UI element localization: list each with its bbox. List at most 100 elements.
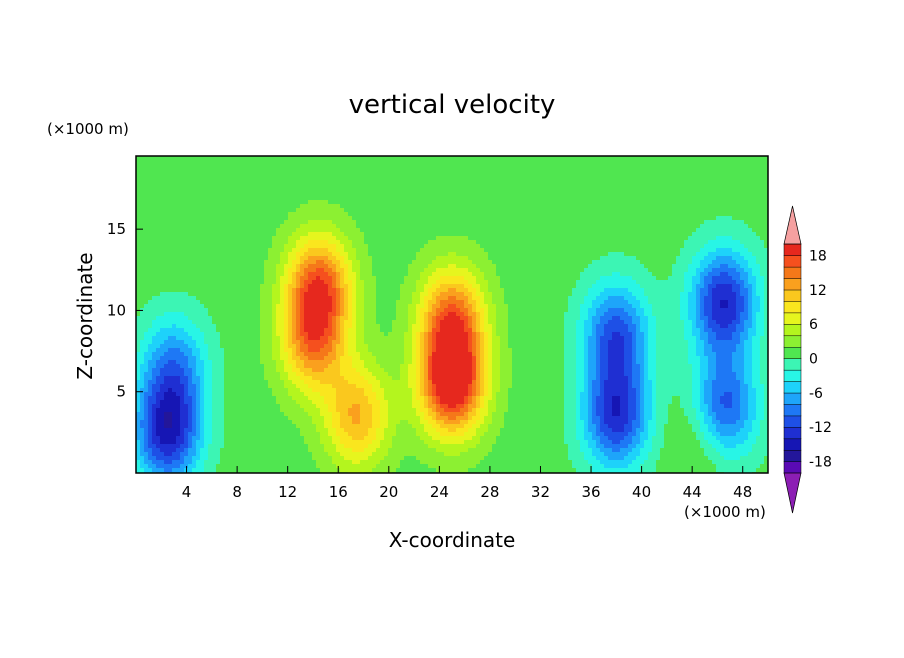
field-cell — [680, 244, 685, 249]
field-cell — [612, 192, 617, 197]
field-cell — [184, 220, 189, 225]
field-cell — [684, 272, 689, 277]
field-cell — [504, 172, 509, 177]
field-cell — [636, 276, 641, 281]
field-cell — [292, 184, 297, 189]
field-cell — [468, 168, 473, 173]
field-cell — [680, 196, 685, 201]
field-cell — [356, 204, 361, 209]
field-cell — [384, 192, 389, 197]
field-cell — [144, 216, 149, 221]
field-cell — [704, 160, 709, 165]
field-cell — [452, 212, 457, 217]
field-cell — [728, 164, 733, 169]
field-cell — [212, 276, 217, 281]
field-cell — [536, 248, 541, 253]
field-cell — [484, 248, 489, 253]
field-cell — [284, 204, 289, 209]
field-cell — [540, 240, 545, 245]
field-cell — [276, 244, 281, 249]
field-cell — [452, 236, 457, 241]
field-cell — [636, 236, 641, 241]
field-cell — [460, 224, 465, 229]
field-cell — [352, 172, 357, 177]
field-cell — [608, 204, 613, 209]
field-cell — [340, 192, 345, 197]
field-cell — [764, 200, 769, 205]
field-cell — [340, 204, 345, 209]
field-cell — [476, 256, 481, 261]
field-cell — [324, 160, 329, 165]
field-cell — [240, 252, 245, 257]
field-cell — [340, 220, 345, 225]
field-cell — [296, 220, 301, 225]
field-cell — [208, 192, 213, 197]
field-cell — [680, 264, 685, 269]
field-cell — [596, 236, 601, 241]
field-cell — [696, 208, 701, 213]
field-cell — [384, 176, 389, 181]
field-cell — [628, 192, 633, 197]
field-cell — [552, 196, 557, 201]
field-cell — [228, 168, 233, 173]
field-cell — [596, 188, 601, 193]
field-cell — [692, 200, 697, 205]
field-cell — [188, 256, 193, 261]
field-cell — [668, 252, 673, 257]
field-cell — [748, 180, 753, 185]
field-cell — [332, 204, 337, 209]
field-cell — [552, 176, 557, 181]
field-cell — [144, 204, 149, 209]
field-cell — [456, 188, 461, 193]
field-cell — [248, 188, 253, 193]
field-cell — [680, 172, 685, 177]
field-cell — [220, 264, 225, 269]
field-cell — [748, 184, 753, 189]
field-cell — [660, 204, 665, 209]
field-cell — [228, 176, 233, 181]
field-cell — [572, 276, 577, 281]
field-cell — [180, 156, 185, 161]
field-cell — [144, 188, 149, 193]
field-cell — [488, 208, 493, 213]
field-cell — [580, 184, 585, 189]
field-cell — [516, 216, 521, 221]
field-cell — [260, 264, 265, 269]
field-cell — [172, 156, 177, 161]
field-cell — [140, 228, 145, 233]
field-cell — [168, 200, 173, 205]
field-cell — [376, 248, 381, 253]
field-cell — [568, 160, 573, 165]
field-cell — [648, 220, 653, 225]
field-cell — [200, 220, 205, 225]
field-cell — [616, 200, 621, 205]
field-cell — [720, 264, 725, 269]
field-cell — [652, 168, 657, 173]
field-cell — [644, 172, 649, 177]
field-cell — [476, 280, 481, 285]
field-cell — [468, 224, 473, 229]
field-cell — [148, 204, 153, 209]
field-cell — [152, 212, 157, 217]
field-cell — [392, 180, 397, 185]
field-cell — [332, 172, 337, 177]
field-cell — [468, 200, 473, 205]
field-cell — [608, 240, 613, 245]
field-cell — [476, 184, 481, 189]
field-cell — [524, 240, 529, 245]
field-cell — [252, 180, 257, 185]
field-cell — [632, 176, 637, 181]
field-cell — [380, 248, 385, 253]
field-cell — [188, 264, 193, 269]
field-cell — [520, 276, 525, 281]
field-cell — [600, 196, 605, 201]
field-cell — [520, 220, 525, 225]
field-cell — [528, 204, 533, 209]
field-cell — [148, 156, 153, 161]
field-cell — [304, 164, 309, 169]
field-cell — [244, 276, 249, 281]
field-cell — [744, 172, 749, 177]
field-cell — [332, 216, 337, 221]
field-cell — [164, 196, 169, 201]
field-cell — [668, 232, 673, 237]
